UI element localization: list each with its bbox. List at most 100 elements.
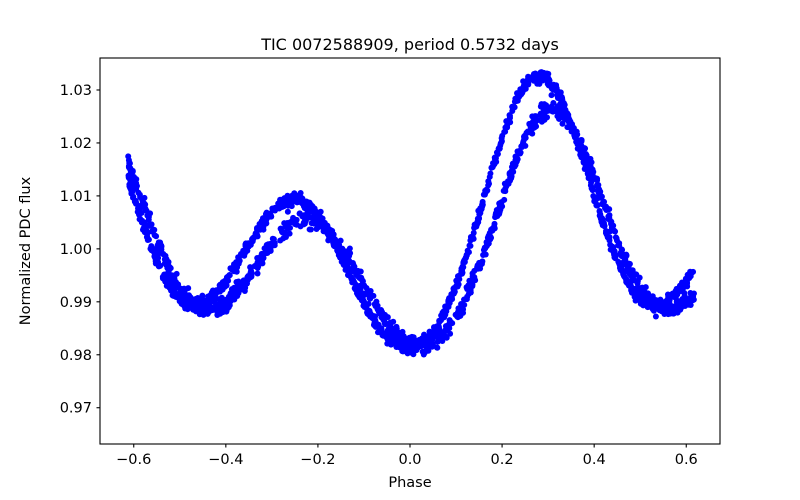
data-point <box>265 241 272 248</box>
data-point <box>248 267 255 274</box>
data-point <box>514 156 521 163</box>
data-point <box>485 232 492 239</box>
data-point <box>261 245 268 252</box>
data-point <box>501 180 508 187</box>
y-tick-label: 0.98 <box>60 348 92 364</box>
data-point <box>421 331 428 338</box>
data-point <box>515 94 522 101</box>
data-point <box>325 237 332 244</box>
data-point <box>249 236 256 243</box>
data-point <box>557 89 564 96</box>
data-point <box>306 226 313 233</box>
data-point <box>171 274 178 281</box>
data-point <box>399 348 406 355</box>
data-point <box>297 189 304 196</box>
data-point <box>632 297 639 304</box>
data-point <box>628 286 635 293</box>
data-point <box>165 280 172 287</box>
data-point <box>373 298 380 305</box>
data-point <box>254 226 260 233</box>
x-axis-ticks: −0.6 −0.4 −0.2 0.0 0.2 0.4 0.6 <box>116 444 698 468</box>
data-point <box>509 108 516 115</box>
data-point <box>133 199 140 206</box>
data-point <box>546 80 553 87</box>
data-point <box>151 232 158 239</box>
data-point <box>185 285 192 292</box>
data-point <box>360 290 367 297</box>
data-point <box>359 278 366 285</box>
data-point <box>158 246 165 253</box>
data-point <box>239 252 246 259</box>
data-point <box>155 263 162 270</box>
data-point <box>407 336 414 343</box>
data-point <box>248 273 255 280</box>
data-point <box>503 118 510 125</box>
data-point <box>653 303 660 310</box>
data-point <box>415 342 422 348</box>
data-point <box>561 115 568 122</box>
data-point <box>624 267 631 274</box>
data-point <box>429 340 436 347</box>
data-point <box>150 226 157 233</box>
data-point <box>130 173 137 180</box>
data-point <box>554 103 561 110</box>
data-point <box>144 233 151 240</box>
data-point <box>625 260 632 267</box>
data-point <box>541 116 548 123</box>
data-point <box>312 220 319 227</box>
y-tick-label: 1.00 <box>60 242 92 258</box>
data-point <box>307 201 314 208</box>
data-point <box>667 291 674 298</box>
data-point <box>284 208 291 215</box>
data-point <box>490 224 497 231</box>
data-point <box>605 213 612 220</box>
data-point <box>125 153 132 160</box>
data-point <box>532 113 539 120</box>
data-point <box>623 278 630 285</box>
data-point <box>483 239 490 246</box>
data-point <box>617 264 624 271</box>
data-point <box>554 108 561 115</box>
data-point <box>620 259 627 266</box>
data-point <box>193 308 200 315</box>
data-point <box>129 167 136 174</box>
x-tick-label: −0.4 <box>208 452 243 468</box>
data-point <box>238 285 245 292</box>
data-point <box>594 177 601 184</box>
data-point <box>554 95 561 102</box>
x-tick-label: 0.6 <box>675 452 698 468</box>
data-point <box>160 251 167 258</box>
data-point <box>470 235 477 242</box>
data-point <box>522 85 529 92</box>
data-point <box>501 196 508 203</box>
data-point <box>512 162 519 168</box>
data-point <box>394 334 401 341</box>
data-point <box>269 206 276 213</box>
data-point <box>131 179 138 186</box>
x-tick-label: 0.4 <box>583 452 606 468</box>
data-point <box>231 268 238 275</box>
data-point <box>392 328 399 335</box>
data-point <box>266 210 273 217</box>
data-point <box>611 248 618 255</box>
data-point <box>227 298 234 305</box>
data-point <box>476 211 483 218</box>
data-point <box>214 302 221 309</box>
data-point <box>673 285 680 292</box>
x-axis-title: Phase <box>388 475 431 491</box>
data-point <box>277 237 284 244</box>
data-point <box>522 134 529 141</box>
data-point <box>175 281 182 288</box>
data-point <box>681 301 688 308</box>
data-point <box>204 310 211 317</box>
data-point <box>321 228 328 235</box>
data-point <box>339 249 345 256</box>
data-point <box>609 243 616 250</box>
data-point <box>180 293 187 300</box>
data-point <box>125 164 132 171</box>
data-point <box>216 287 223 294</box>
data-point <box>420 351 427 358</box>
data-point <box>451 288 458 295</box>
